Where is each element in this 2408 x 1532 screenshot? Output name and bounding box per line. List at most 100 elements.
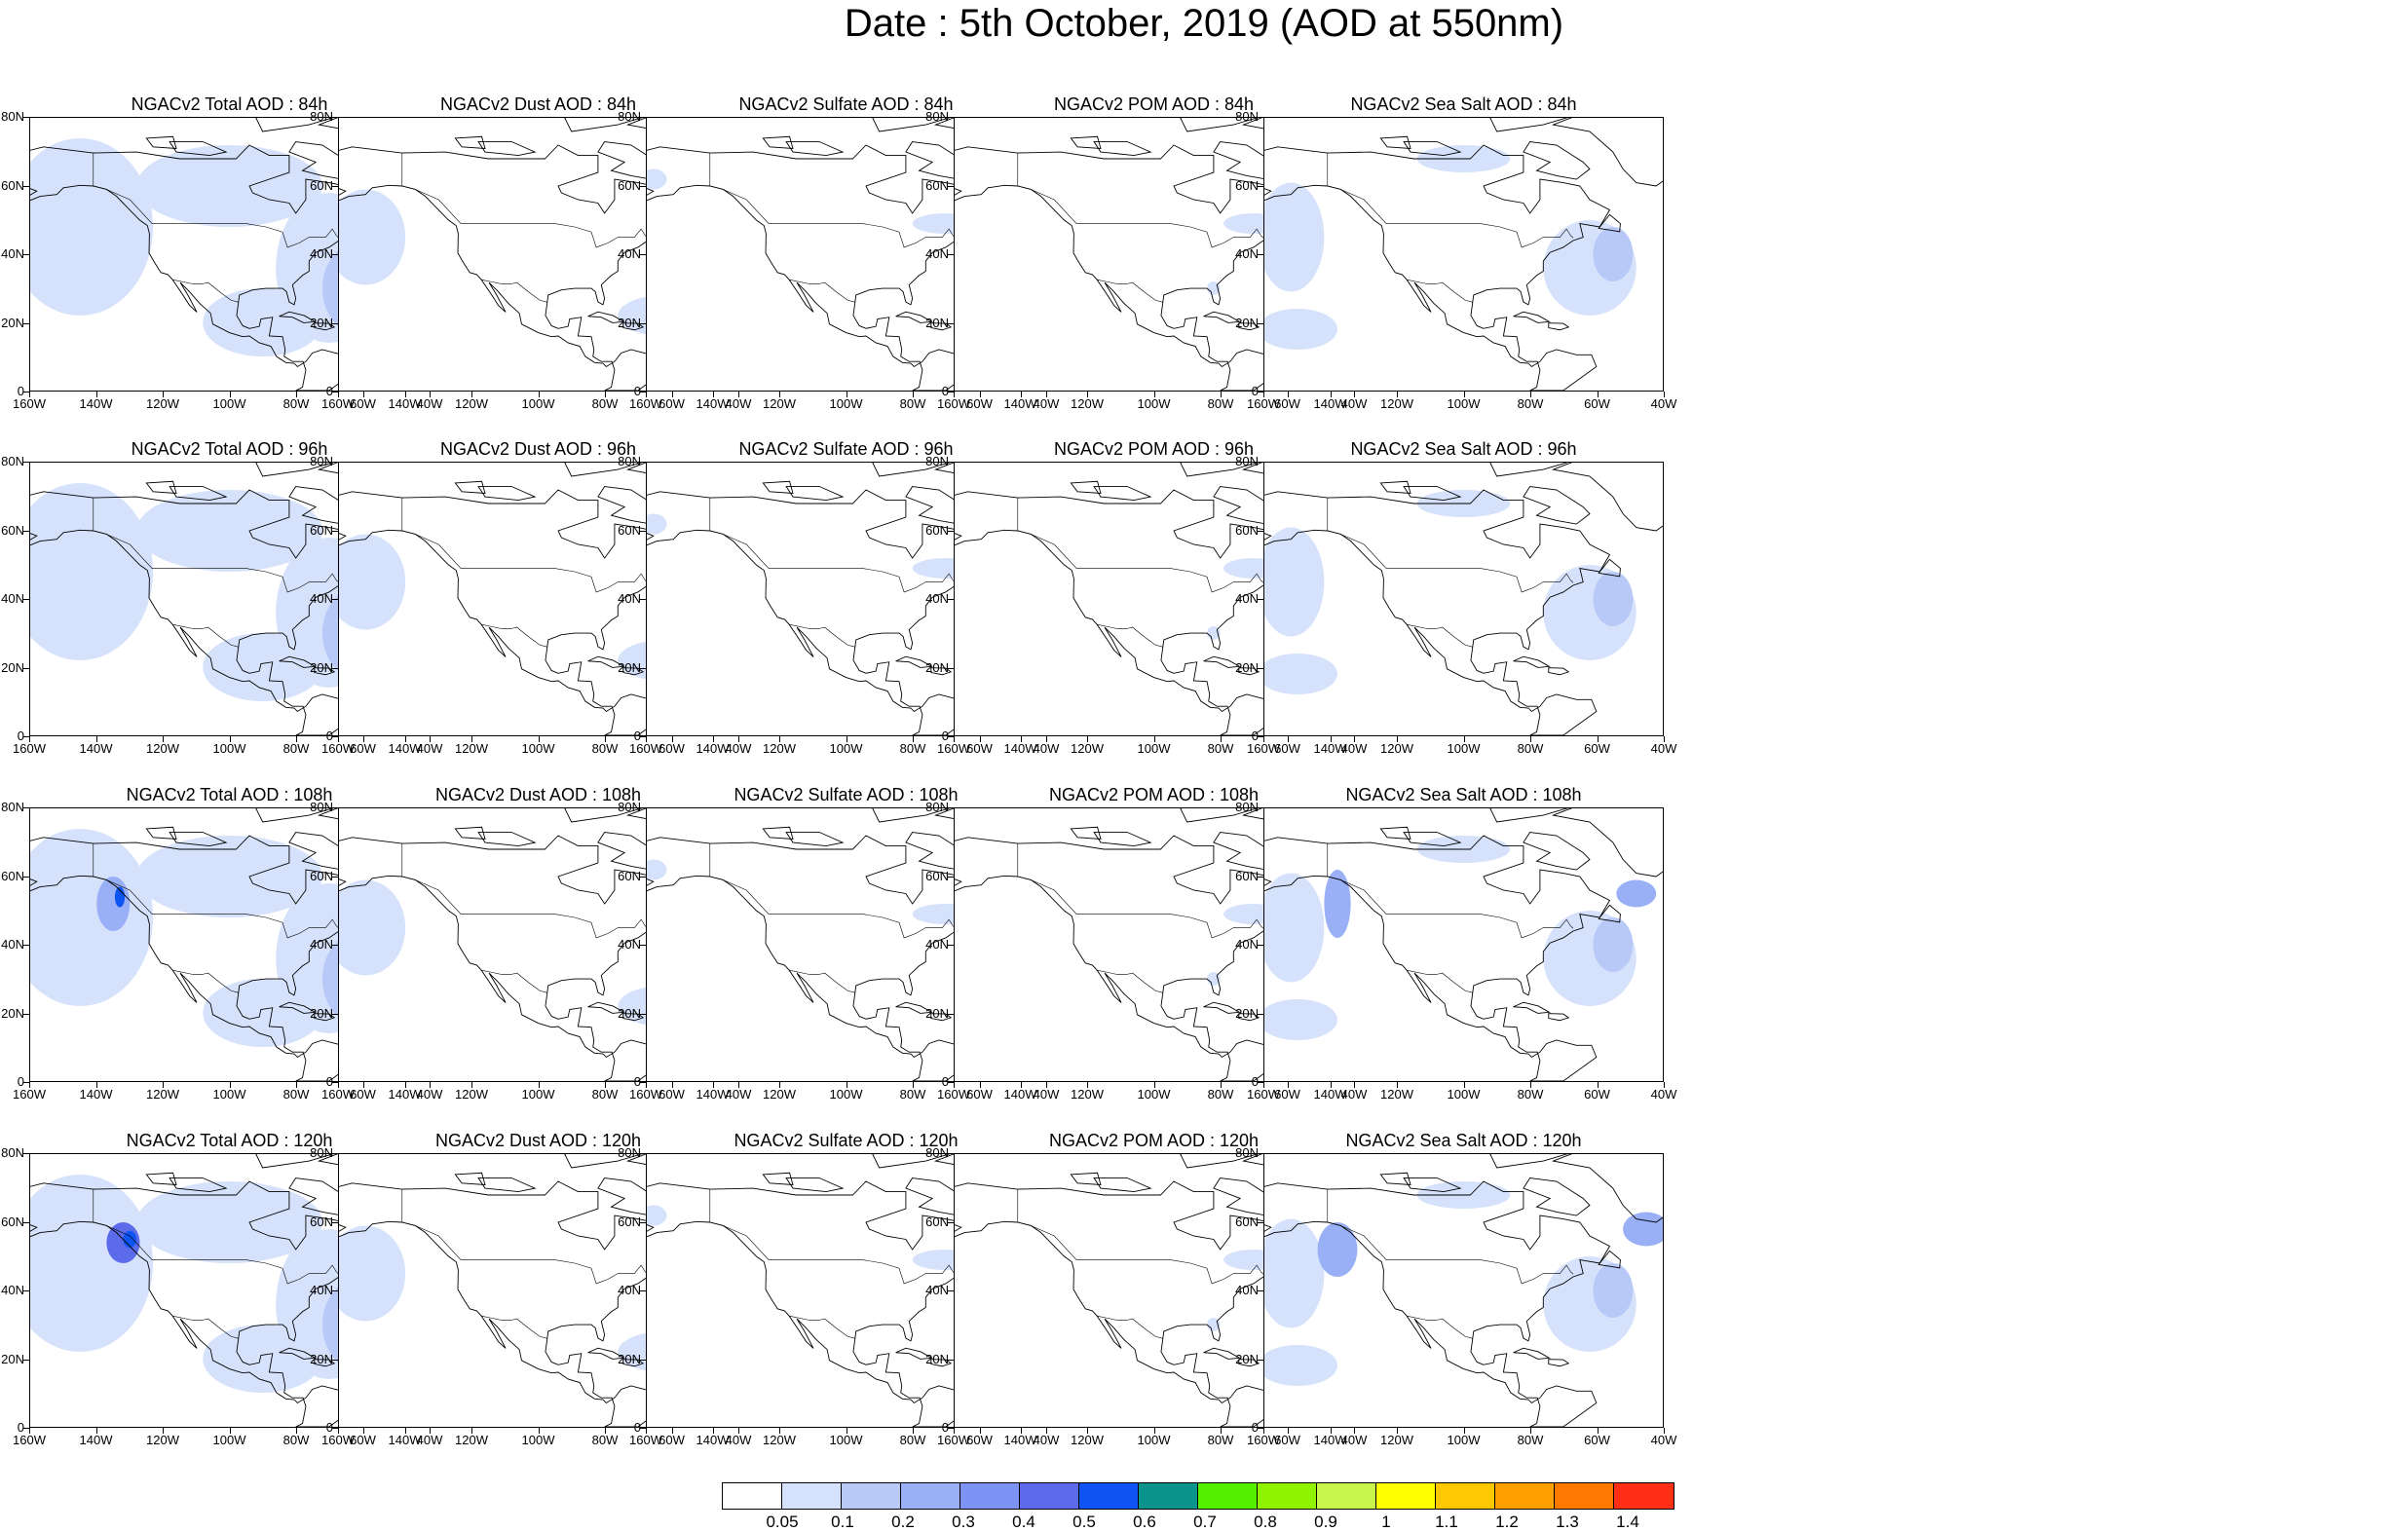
lat-tick <box>332 876 338 878</box>
lon-tick <box>362 736 364 742</box>
lon-tick <box>1664 1428 1665 1434</box>
lon-tick-label: 120W <box>763 1433 796 1447</box>
lon-tick-label: 40W <box>1340 396 1368 411</box>
coastline <box>1264 1180 1611 1427</box>
lon-tick <box>296 736 297 742</box>
coastline <box>1598 904 1621 923</box>
country-border <box>789 969 856 993</box>
lon-tick-label: 120W <box>146 1087 179 1102</box>
lon-tick <box>338 1428 339 1434</box>
coastline <box>1093 141 1152 156</box>
lon-tick-label: 160W <box>1247 396 1280 411</box>
aod-contour <box>1593 917 1634 972</box>
coastline <box>1238 1359 1260 1367</box>
lon-tick-label: 100W <box>212 1433 246 1447</box>
colorbar-label: 1.2 <box>1495 1513 1519 1531</box>
coastline <box>930 667 953 676</box>
lon-tick <box>338 736 339 742</box>
lat-tick-label: 80N <box>618 800 641 814</box>
lat-tick-label: 20N <box>1235 1351 1259 1366</box>
lon-tick-label: 80W <box>282 1433 310 1447</box>
coastline <box>1523 486 1591 525</box>
lon-tick-label: 60W <box>966 1087 993 1102</box>
lat-tick <box>640 1221 646 1223</box>
coastline <box>905 486 973 525</box>
lon-tick <box>1397 392 1398 397</box>
lat-tick <box>948 462 954 463</box>
lat-tick <box>332 322 338 324</box>
country-border <box>401 843 649 939</box>
lon-tick <box>1597 1428 1599 1434</box>
aod-contour <box>339 534 406 630</box>
lon-tick-label: 100W <box>521 741 555 756</box>
colorbar-swatch <box>782 1483 842 1509</box>
lon-tick <box>163 392 164 397</box>
lon-tick-label: 60W <box>1584 741 1610 756</box>
coastline <box>1548 1013 1570 1022</box>
lon-tick-label: 100W <box>521 1087 555 1102</box>
lon-tick <box>1020 392 1022 397</box>
lat-tick <box>1258 736 1263 737</box>
lon-tick-label: 160W <box>321 1433 355 1447</box>
lon-tick <box>538 1082 540 1088</box>
lon-tick <box>646 1428 647 1434</box>
lat-tick-label: 60N <box>1 1214 24 1229</box>
lat-tick-label: 20N <box>1235 1005 1259 1021</box>
coastline <box>597 141 665 180</box>
country-border <box>1097 1315 1164 1339</box>
panel-title: NGACv2 Sea Salt AOD : 108h <box>1345 785 1582 804</box>
coastline <box>597 486 665 525</box>
coastline <box>1070 1172 1102 1185</box>
coastline <box>1548 667 1570 676</box>
lat-tick <box>948 530 954 532</box>
coastline <box>169 1177 228 1192</box>
lat-tick-label: 60N <box>1 177 24 193</box>
panel-title: NGACv2 Dust AOD : 120h <box>434 1131 642 1150</box>
colorbar-label: 0.5 <box>1072 1513 1096 1531</box>
lon-tick-label: 120W <box>1071 741 1104 756</box>
lon-tick-label: 120W <box>455 741 488 756</box>
coastline <box>762 135 794 149</box>
coastline <box>288 486 357 525</box>
lat-tick-label: 0 <box>941 1420 949 1435</box>
lat-tick <box>640 117 646 118</box>
lon-tick <box>29 392 30 397</box>
lat-tick-label: 40N <box>1235 591 1259 606</box>
coastline <box>930 1013 953 1022</box>
lon-tick <box>430 1082 431 1088</box>
coastline <box>454 826 486 840</box>
lon-tick <box>1287 392 1289 397</box>
aod-contour <box>1616 879 1657 908</box>
aod-contour <box>339 189 406 285</box>
lat-tick-label: 60N <box>618 868 641 883</box>
lat-tick-label: 20N <box>1235 315 1259 330</box>
lon-tick-label: 100W <box>1137 1087 1171 1102</box>
lat-tick <box>948 1290 954 1291</box>
lat-tick-label: 40N <box>618 1283 641 1297</box>
coastline <box>1203 1347 1241 1360</box>
lat-tick <box>1258 1359 1263 1361</box>
coastline <box>587 311 625 323</box>
lon-tick <box>430 1428 431 1434</box>
lat-tick-label: 0 <box>633 384 641 398</box>
aod-contour <box>30 1175 154 1352</box>
coastline <box>288 141 357 180</box>
coastline <box>339 835 686 1081</box>
panel-title: NGACv2 Dust AOD : 108h <box>434 785 642 804</box>
lat-tick <box>23 322 29 324</box>
lon-tick <box>1020 1428 1022 1434</box>
country-border <box>1017 153 1264 248</box>
colorbar-swatch <box>1376 1483 1436 1509</box>
colorbar-swatch <box>1555 1483 1614 1509</box>
lon-tick <box>163 736 164 742</box>
lon-tick <box>712 736 714 742</box>
coastline <box>1093 832 1152 846</box>
panel-title: NGACv2 POM AOD : 120h <box>1048 1131 1260 1150</box>
coastline <box>647 1180 994 1427</box>
lat-tick-label: 20N <box>618 659 641 675</box>
country-border <box>1097 279 1164 303</box>
coastline <box>1523 832 1591 871</box>
country-border <box>1097 623 1164 648</box>
figure-title: Date : 5th October, 2019 (AOD at 550nm) <box>844 2 1564 45</box>
lon-tick-label: 40W <box>725 741 752 756</box>
